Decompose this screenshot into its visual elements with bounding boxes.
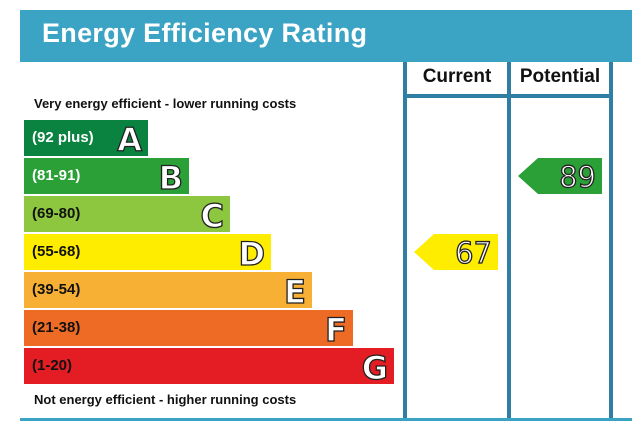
band-range-label: (1-20) [32, 357, 73, 374]
band-range-label: (92 plus) [32, 129, 94, 146]
current-column-header: Current [422, 66, 492, 87]
efficient-note: Very energy efficient - lower running co… [34, 96, 297, 111]
band-e: (39-54) E [24, 272, 312, 312]
potential-rating-arrow-value: 89 [558, 159, 596, 194]
header-bar: Energy Efficiency Rating [20, 10, 632, 60]
band-letter: A [117, 120, 143, 159]
band-range-label: (21-38) [32, 319, 81, 336]
band-b: (81-91) B [24, 158, 189, 198]
band-letter: D [238, 234, 266, 273]
band-range-label: (39-54) [32, 281, 81, 298]
band-letter: E [283, 272, 306, 311]
band-d: (55-68) D [24, 234, 271, 274]
band-range-label: (69-80) [32, 205, 81, 222]
band-c: (69-80) C [24, 196, 230, 236]
current-rating-arrow: 67 [414, 234, 498, 271]
column-divider-right [609, 62, 613, 418]
band-a: (92 plus) A [24, 120, 148, 160]
band-letter: F [324, 310, 347, 349]
potential-rating-arrow: 89 [518, 158, 602, 195]
frame-top-border [20, 60, 632, 62]
column-divider-left [403, 62, 407, 418]
band-f: (21-38) F [24, 310, 353, 350]
band-letter: C [200, 196, 225, 235]
band-g: (1-20) G [24, 348, 394, 388]
current-rating-arrow-value: 67 [454, 235, 492, 270]
band-letter: G [361, 348, 389, 387]
potential-column-header: Potential [519, 66, 601, 87]
band-range-label: (55-68) [32, 243, 81, 260]
frame-bottom-border [20, 418, 632, 421]
page-title: Energy Efficiency Rating [42, 18, 368, 48]
inefficient-note: Not energy efficient - higher running co… [34, 392, 297, 407]
band-letter: B [158, 158, 184, 197]
column-divider-middle [507, 62, 511, 418]
band-range-label: (81-91) [32, 167, 81, 184]
column-header-underline [403, 94, 613, 98]
